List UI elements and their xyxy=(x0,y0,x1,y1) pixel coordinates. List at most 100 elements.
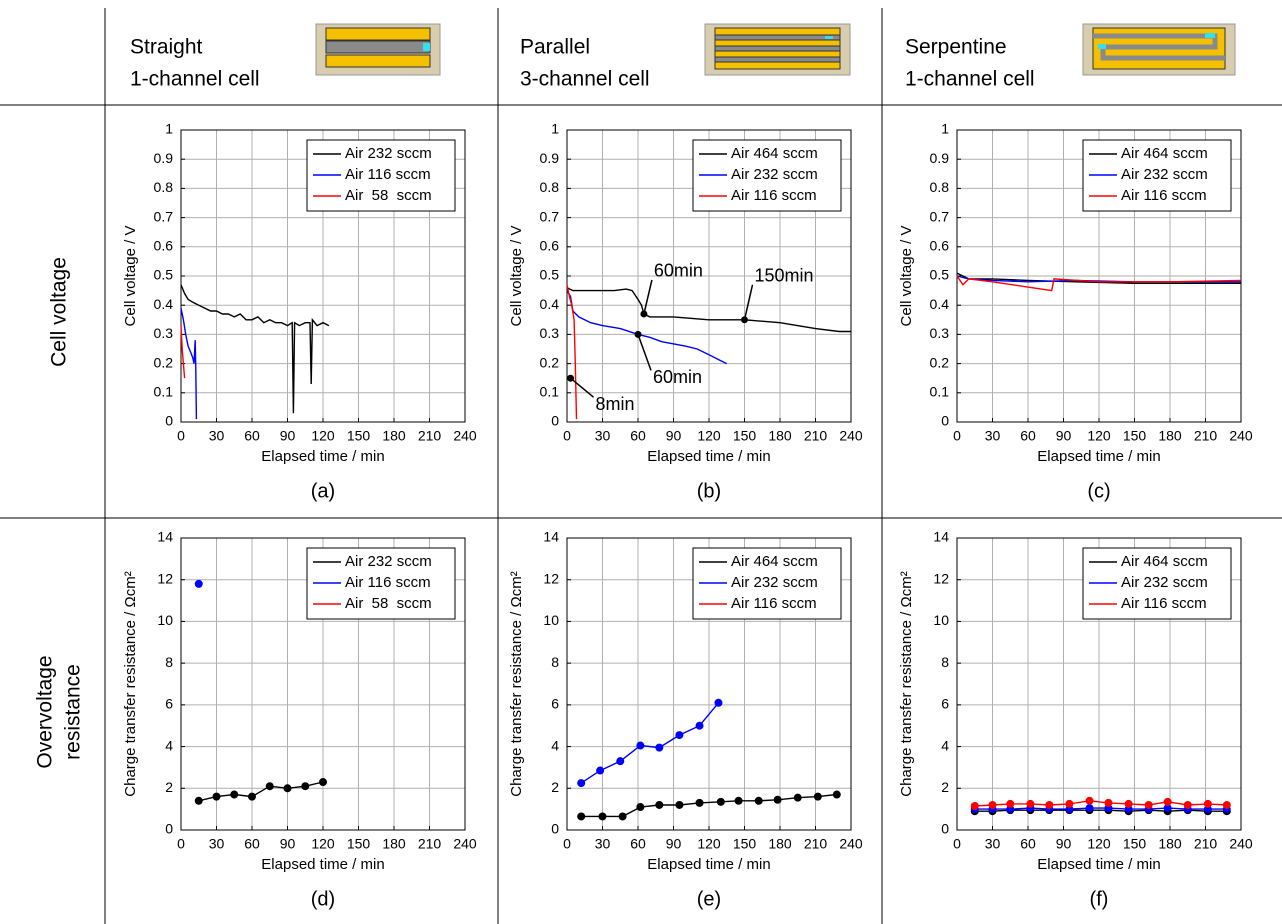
y-tick-label: 0.1 xyxy=(154,384,174,400)
data-point xyxy=(1163,797,1172,806)
annotation-leader xyxy=(743,284,754,320)
data-point xyxy=(675,800,684,809)
y-tick-label: 0 xyxy=(165,821,173,837)
legend-label: Air 116 sccm xyxy=(345,166,431,183)
x-tick-label: 30 xyxy=(595,836,611,852)
y-tick-label: 0.7 xyxy=(930,208,950,224)
data-point xyxy=(773,795,782,804)
y-tick-label: 4 xyxy=(165,737,173,753)
legend-label: Air 464 sccm xyxy=(731,553,818,570)
data-point xyxy=(248,792,256,801)
caption: (a) xyxy=(311,480,335,502)
x-tick-label: 180 xyxy=(768,428,792,444)
x-tick-label: 240 xyxy=(453,428,477,444)
y-tick-label: 0.6 xyxy=(154,238,174,254)
y-tick-label: 6 xyxy=(165,696,173,712)
caption: (e) xyxy=(697,888,721,910)
data-line xyxy=(180,307,198,420)
row-label: Cell voltage xyxy=(48,257,71,367)
x-tick-label: 60 xyxy=(244,428,260,444)
legend-label: Air 464 sccm xyxy=(1121,553,1208,570)
data-point xyxy=(1124,799,1133,808)
y-tick-label: 14 xyxy=(543,529,559,545)
y-tick-label: 1 xyxy=(551,121,559,137)
column-subtitle: 1-channel cell xyxy=(905,68,1035,91)
x-tick-label: 60 xyxy=(630,428,646,444)
data-point xyxy=(655,800,664,809)
chart: 0 30 60 90 120 150 180 210 240 0 2 4 6 8 10 12 14 Elapsed… xyxy=(508,529,863,911)
data-point xyxy=(616,757,625,766)
data-point xyxy=(754,796,763,805)
data-point xyxy=(1144,800,1153,809)
x-tick-label: 120 xyxy=(1087,836,1111,852)
caption: (b) xyxy=(697,480,721,502)
y-tick-label: 4 xyxy=(941,737,949,753)
legend-label: Air 58 sccm xyxy=(345,187,432,204)
y-tick-label: 12 xyxy=(543,570,559,586)
x-tick-label: 150 xyxy=(733,428,757,444)
x-tick-label: 90 xyxy=(280,836,296,852)
y-tick-label: 1 xyxy=(165,121,173,137)
y-tick-label: 0 xyxy=(941,413,949,429)
column-title: Parallel xyxy=(520,36,590,59)
y-tick-label: 8 xyxy=(165,654,173,670)
x-tick-label: 30 xyxy=(209,836,225,852)
x-tick-label: 240 xyxy=(839,428,863,444)
legend-label: Air 232 sccm xyxy=(345,145,432,162)
y-tick-label: 0.9 xyxy=(154,150,174,166)
y-tick-label: 0.2 xyxy=(154,354,174,370)
legend-label: Air 116 sccm xyxy=(731,595,817,612)
y-tick-label: 0.8 xyxy=(930,179,950,195)
x-tick-label: 60 xyxy=(1020,836,1036,852)
y-tick-label: 0.5 xyxy=(930,267,950,283)
x-tick-label: 120 xyxy=(311,428,335,444)
annotation-label: 150min xyxy=(755,266,814,286)
y-tick-label: 0.4 xyxy=(540,296,560,312)
y-tick-label: 0.2 xyxy=(930,354,950,370)
data-point xyxy=(1065,799,1074,808)
legend-label: Air 232 sccm xyxy=(1121,574,1208,591)
plot-frame xyxy=(956,537,1242,831)
data-point xyxy=(577,812,586,821)
data-point xyxy=(194,579,203,588)
y-tick-label: 12 xyxy=(933,570,949,586)
x-tick-label: 210 xyxy=(1194,836,1218,852)
x-tick-label: 0 xyxy=(177,836,185,852)
x-tick-label: 240 xyxy=(839,836,863,852)
data-point xyxy=(734,796,743,805)
plot-frame xyxy=(566,537,852,831)
x-axis-label: Elapsed time / min xyxy=(1037,448,1160,465)
y-tick-label: 0.6 xyxy=(930,238,950,254)
x-tick-label: 120 xyxy=(697,428,721,444)
chart: 0 30 60 90 120 150 180 210 240 0 0.1 0.2 0.3 0.4 0.5 0.… xyxy=(898,121,1253,503)
x-tick-label: 90 xyxy=(1056,428,1072,444)
x-tick-label: 0 xyxy=(563,836,571,852)
y-tick-label: 0.5 xyxy=(154,267,174,283)
legend-label: Air 464 sccm xyxy=(1121,145,1208,162)
y-tick-label: 8 xyxy=(551,654,559,670)
x-axis-label: Elapsed time / min xyxy=(261,856,384,873)
data-point xyxy=(988,800,997,809)
data-line xyxy=(180,325,186,379)
y-tick-label: 12 xyxy=(157,570,173,586)
y-tick-label: 14 xyxy=(933,529,949,545)
x-tick-label: 90 xyxy=(666,428,682,444)
y-tick-label: 10 xyxy=(543,612,559,628)
y-tick-label: 6 xyxy=(941,696,949,712)
x-tick-label: 150 xyxy=(347,428,371,444)
column-title: Straight xyxy=(130,36,203,59)
y-tick-label: 0.9 xyxy=(540,150,560,166)
data-point xyxy=(212,792,221,801)
y-tick-label: 0.7 xyxy=(540,208,560,224)
data-point xyxy=(265,782,274,791)
annotation-label: 60min xyxy=(654,261,703,281)
y-tick-label: 0.1 xyxy=(930,384,950,400)
y-tick-label: 2 xyxy=(165,779,173,795)
data-point xyxy=(793,793,802,802)
y-tick-label: 0 xyxy=(941,821,949,837)
data-line xyxy=(180,284,330,414)
data-point xyxy=(596,766,605,775)
data-point xyxy=(695,798,704,807)
x-tick-label: 210 xyxy=(418,428,442,444)
